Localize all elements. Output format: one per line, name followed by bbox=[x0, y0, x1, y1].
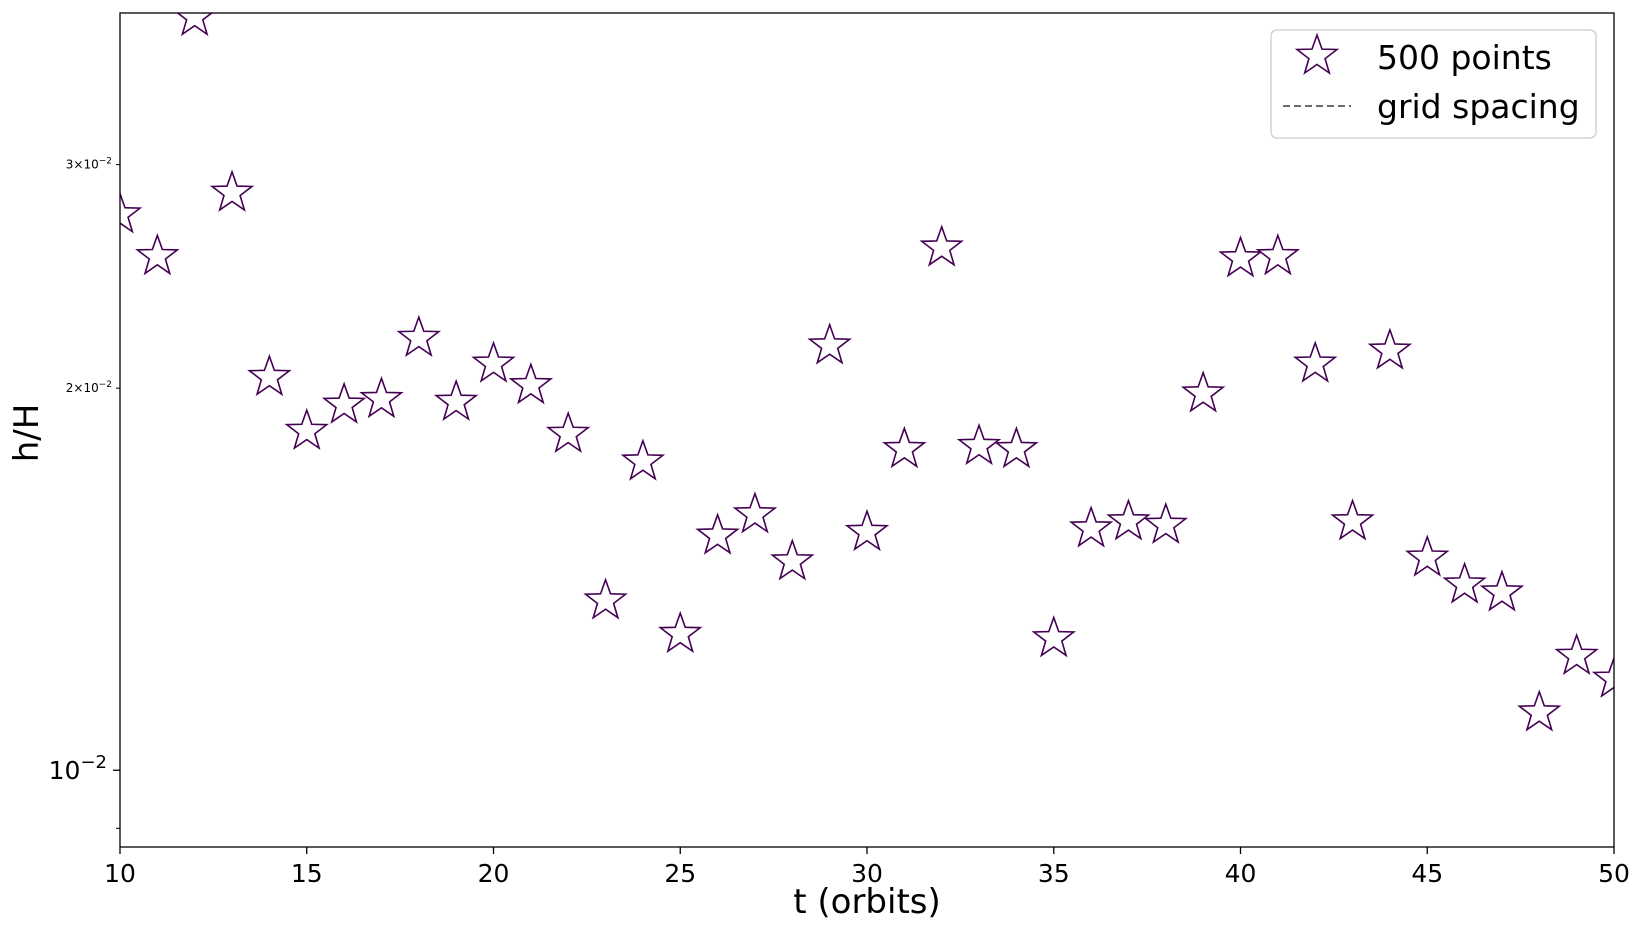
data-point-star bbox=[695, 512, 740, 555]
data-point-star bbox=[657, 610, 703, 654]
data-point-star bbox=[1068, 505, 1114, 548]
data-point-star bbox=[844, 508, 890, 552]
data-point-star bbox=[1106, 498, 1151, 541]
data-point-star bbox=[359, 375, 404, 419]
x-tick-label-50: 50 bbox=[1598, 859, 1630, 888]
data-point-star bbox=[209, 169, 255, 212]
data-point-star bbox=[1330, 498, 1375, 541]
legend-box bbox=[1270, 29, 1597, 139]
data-point-star bbox=[583, 577, 628, 620]
data-point-star bbox=[176, 13, 213, 37]
data-point-star bbox=[1517, 689, 1562, 732]
data-point-star bbox=[120, 191, 143, 234]
x-tick-label-40: 40 bbox=[1225, 859, 1257, 888]
data-point-star bbox=[732, 491, 778, 534]
data-point-star bbox=[1180, 370, 1226, 413]
data-point-star bbox=[433, 378, 479, 422]
data-point-star bbox=[284, 407, 330, 451]
x-tick-label-25: 25 bbox=[664, 859, 696, 888]
data-point-star bbox=[919, 224, 964, 267]
plot-area bbox=[120, 13, 1614, 847]
data-point-star bbox=[471, 340, 516, 383]
data-point-star bbox=[545, 410, 591, 454]
data-point-star bbox=[1143, 501, 1189, 545]
data-point-star bbox=[1031, 615, 1077, 658]
legend-star-marker bbox=[1294, 32, 1340, 75]
data-point-star bbox=[135, 233, 180, 276]
data-point-star bbox=[1479, 569, 1525, 612]
data-point-star bbox=[1554, 632, 1599, 676]
y-tick-label-minor-0: 2×10−2 bbox=[66, 380, 112, 395]
legend-label-grid-spacing: grid spacing bbox=[1377, 87, 1580, 126]
y-axis-title: h/H bbox=[7, 404, 47, 463]
data-point-star bbox=[1591, 655, 1614, 698]
data-point-star bbox=[1404, 534, 1450, 577]
x-tick-label-20: 20 bbox=[478, 859, 510, 888]
legend-label-500-points: 500 points bbox=[1377, 38, 1552, 77]
marks-layer bbox=[120, 13, 1614, 732]
data-point-star bbox=[882, 425, 927, 469]
x-axis-title: t (orbits) bbox=[793, 882, 941, 922]
legend: 500 points grid spacing bbox=[1270, 29, 1597, 139]
x-tick-label-10: 10 bbox=[104, 859, 136, 888]
data-point-star bbox=[1367, 327, 1413, 370]
y-tick-label-minor-1: 3×10−2 bbox=[66, 157, 112, 172]
data-point-star bbox=[508, 362, 554, 405]
data-point-star bbox=[1218, 235, 1263, 278]
legend-star-icon bbox=[1294, 32, 1340, 75]
data-point-star bbox=[1255, 233, 1301, 276]
data-point-star bbox=[994, 425, 1039, 469]
data-point-star bbox=[770, 538, 815, 581]
data-point-star bbox=[396, 314, 442, 358]
data-point-star bbox=[1442, 561, 1487, 604]
data-point-star bbox=[807, 322, 852, 365]
data-point-star bbox=[620, 438, 666, 481]
data-point-star bbox=[247, 353, 292, 397]
x-tick-label-45: 45 bbox=[1411, 859, 1443, 888]
x-tick-label-15: 15 bbox=[291, 859, 323, 888]
data-point-star bbox=[956, 422, 1002, 466]
axes-layer: 10 15 20 25 30 35 40 45 50 10−2 2×10−2 3×10−2 bbox=[49, 157, 1630, 888]
data-point-star bbox=[321, 381, 367, 424]
x-tick-label-30: 30 bbox=[851, 859, 883, 888]
x-tick-label-35: 35 bbox=[1038, 859, 1070, 888]
y-tick-label-major: 10−2 bbox=[49, 752, 107, 785]
data-point-star bbox=[1292, 340, 1338, 383]
